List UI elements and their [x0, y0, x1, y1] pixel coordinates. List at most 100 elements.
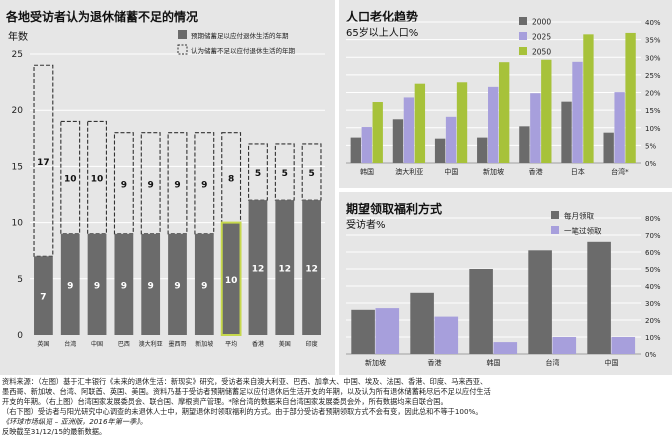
shortfall-value-label: 10	[91, 175, 104, 185]
bar-2000	[561, 101, 572, 163]
legend-label: 一笔过领取	[564, 226, 602, 236]
x-tick-label: 中国	[444, 167, 458, 176]
footnote-line: （右下图）受访者与阳光研究中心调查的未退休人士中，期望退休时领取福利的方式。由于…	[2, 407, 483, 416]
x-tick-label: 韩国	[487, 358, 501, 367]
shortfall-value-label: 9	[148, 180, 154, 190]
bar-一笔过领取	[493, 342, 518, 354]
shortfall-value-label: 10	[64, 175, 77, 185]
y-tick-label: 40%	[645, 19, 661, 27]
y-tick-label: 40%	[645, 283, 661, 291]
sufficient-value-label: 9	[94, 281, 100, 291]
sufficient-value-label: 7	[40, 293, 46, 303]
sufficient-bar	[194, 233, 214, 335]
x-tick-label: 英国	[37, 340, 49, 348]
y-tick-label: 0%	[645, 160, 656, 168]
sufficient-value-label: 10	[225, 276, 238, 286]
benefit-chart-subtitle: 受访者%	[346, 220, 386, 231]
legend-swatch	[551, 226, 559, 234]
left-chart-title: 各地受访者认为退休储蓄不足的情况	[6, 10, 199, 24]
footnote-source: 《环球市场纵览 – 亚洲版，2016年第一季》。	[2, 417, 148, 426]
legend-label: 2025	[532, 33, 551, 42]
bar-2025	[572, 61, 583, 163]
x-tick-label: 澳大利亚	[395, 167, 423, 176]
bar-2050	[414, 83, 426, 163]
x-tick-label: 台湾	[546, 358, 560, 367]
bar-2000	[519, 126, 530, 163]
x-tick-label: 澳大利亚	[139, 340, 163, 348]
x-tick-label: 新加坡	[365, 358, 386, 367]
shortfall-value-label: 17	[37, 158, 50, 168]
x-tick-label: 新加坡	[483, 167, 504, 176]
bar-2000	[392, 119, 404, 163]
legend-swatch-sufficient	[178, 30, 187, 39]
sufficient-value-label: 12	[305, 265, 318, 275]
legend-label: 2000	[532, 18, 551, 27]
sufficient-value-label: 9	[121, 281, 127, 291]
x-tick-label: 中国	[91, 340, 103, 348]
y-tick-label: 0	[17, 331, 23, 341]
x-tick-label: 台湾	[64, 340, 76, 348]
bar-2025	[445, 116, 457, 163]
legend-swatch	[519, 32, 527, 40]
y-tick-label: 15	[12, 162, 23, 172]
bar-每月领取	[469, 269, 493, 354]
x-tick-label: 香港	[529, 167, 543, 176]
sufficient-bar	[302, 200, 321, 335]
shortfall-value-label: 8	[228, 175, 234, 185]
shortfall-value-label: 9	[121, 180, 127, 190]
sufficient-value-label: 9	[201, 281, 207, 291]
bar-2025	[488, 86, 499, 163]
bar-2025	[530, 93, 541, 163]
y-tick-label: 25%	[645, 72, 661, 80]
y-tick-label: 70%	[645, 232, 661, 240]
sufficient-bar	[141, 233, 161, 335]
y-tick-label: 25	[12, 50, 23, 60]
sufficient-bar	[60, 233, 80, 335]
x-tick-label: 巴西	[118, 341, 130, 348]
y-tick-label: 10	[12, 219, 24, 229]
sufficient-bar	[114, 233, 134, 335]
shortfall-value-label: 5	[282, 169, 288, 179]
shortfall-bar	[221, 132, 242, 224]
bar-一笔过领取	[375, 308, 400, 354]
x-tick-label: 美国	[279, 340, 291, 348]
bar-2050	[541, 59, 552, 163]
sufficient-bar	[34, 256, 53, 335]
y-tick-label: 60%	[645, 249, 661, 257]
sufficient-value-label: 9	[174, 281, 180, 291]
y-tick-label: 5	[17, 275, 23, 285]
bar-一笔过领取	[552, 337, 577, 354]
y-tick-label: 20%	[645, 90, 661, 98]
bar-一笔过领取	[434, 316, 459, 354]
bar-每月领取	[587, 241, 611, 354]
bar-2050	[372, 102, 383, 163]
aging-chart-subtitle: 65岁以上人口%	[346, 28, 419, 39]
retirement-shortfall-panel: 各地受访者认为退休储蓄不足的情况 年数 0 5 10 15 20 25 7 17 英国 9 10 台湾…	[0, 0, 335, 375]
sufficient-value-label: 9	[67, 281, 73, 291]
benefit-chart-title: 期望领取福利方式	[346, 202, 443, 216]
bar-2000	[477, 137, 488, 163]
x-tick-label: 新加坡	[195, 340, 213, 348]
footnote-line: 墨西哥、新加坡、台湾、阿联酋、英国、美国。资料乃基于受访者预期储蓄足以应付退休后…	[2, 387, 491, 396]
x-tick-label: 香港	[252, 340, 264, 348]
legend-label: 2050	[532, 48, 551, 57]
footnote-date: 反映截至31/12/15的最新数据。	[2, 427, 107, 436]
left-chart-subtitle: 年数	[8, 32, 28, 43]
y-tick-label: 30%	[645, 300, 661, 308]
aging-chart-title: 人口老化趋势	[346, 10, 419, 24]
legend-swatch	[551, 211, 559, 219]
sufficient-value-label: 9	[148, 281, 154, 291]
bar-2025	[361, 127, 372, 163]
bar-2000	[603, 132, 614, 163]
x-tick-label: 墨西哥	[168, 341, 186, 348]
legend-label: 预期储蓄足以应付退休生活的年期	[191, 31, 289, 40]
y-tick-label: 35%	[645, 37, 661, 45]
shortfall-value-label: 9	[201, 180, 207, 190]
benefit-method-chart: 0% 10% 20% 30% 40% 50% 60% 70% 80% 新加坡 香港 韩国 台湾 中国 每月领…	[346, 211, 661, 367]
shortfall-value-label: 9	[174, 180, 180, 190]
y-tick-label: 10%	[645, 334, 661, 342]
legend-swatch-shortfall	[177, 44, 188, 55]
sufficient-bar	[87, 233, 107, 335]
bar-每月领取	[410, 292, 434, 354]
y-tick-label: 0%	[645, 351, 656, 359]
